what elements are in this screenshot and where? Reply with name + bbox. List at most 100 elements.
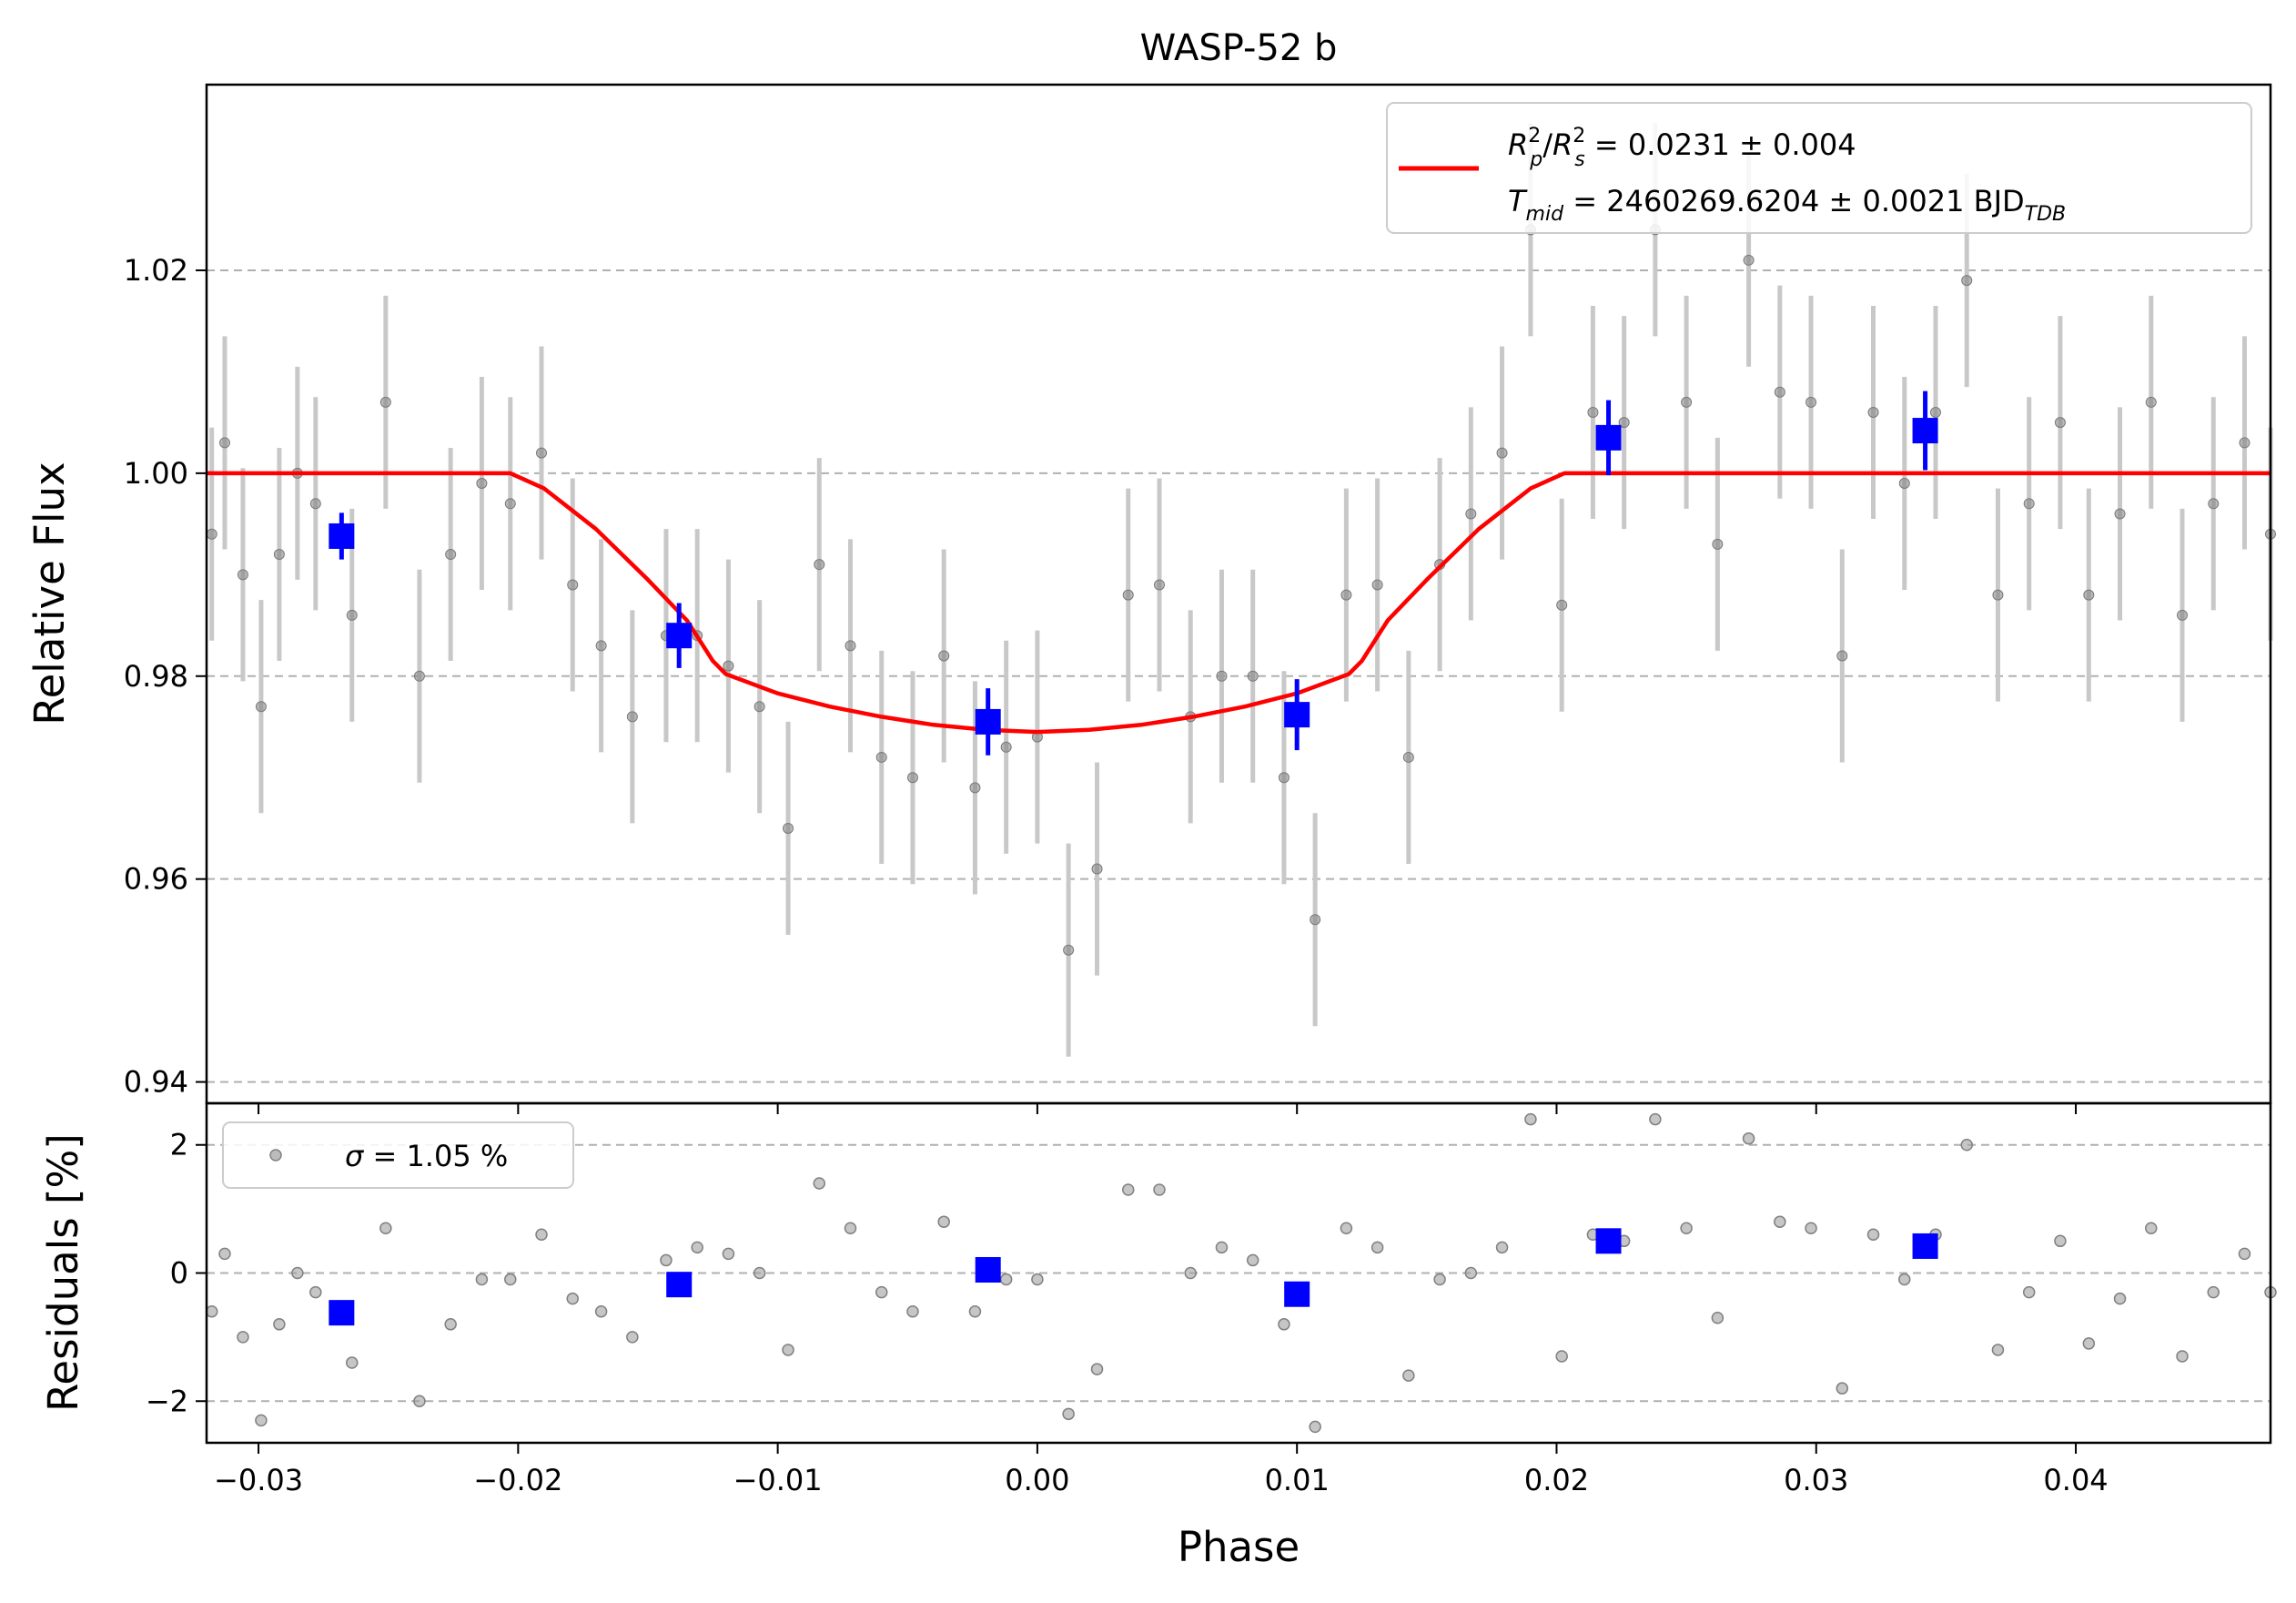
residual-legend: σ = 1.05 % [222, 1121, 574, 1189]
residual-y-ticks: −2 0 2 [146, 1128, 207, 1418]
residual-point [444, 1318, 457, 1331]
residual-y-tick-label: 0 [170, 1256, 188, 1291]
data-point [476, 478, 488, 490]
data-point [1247, 670, 1259, 682]
data-point [1618, 417, 1630, 429]
binned-point [329, 522, 355, 549]
residual-point [566, 1292, 579, 1305]
residual-point [1711, 1312, 1725, 1324]
residual-point [413, 1395, 426, 1408]
residual-point [906, 1304, 919, 1318]
data-point [379, 396, 391, 408]
residual-legend-text: σ = 1.05 % [345, 1139, 508, 1173]
residual-point [782, 1344, 794, 1356]
data-point [567, 579, 579, 591]
main-transit-model [207, 471, 2271, 735]
x-tick-label: 0.04 [2043, 1463, 2108, 1497]
x-tick-label: −0.01 [733, 1463, 823, 1497]
data-point [626, 711, 638, 723]
legend-rp-sub: p [1529, 148, 1542, 171]
binned-point [1912, 418, 1938, 444]
data-point [2177, 609, 2189, 621]
residual-point [1246, 1253, 1259, 1267]
data-point [2083, 589, 2095, 601]
x-tick-label: 0.02 [1524, 1463, 1589, 1497]
residual-point [1742, 1131, 1755, 1145]
residual-point [1836, 1382, 1849, 1395]
data-point [2145, 396, 2157, 408]
main-y-tick-label: 0.94 [124, 1065, 188, 1100]
residual-point [2054, 1234, 2067, 1248]
data-point [206, 528, 217, 540]
x-tick-label: 0.03 [1784, 1463, 1848, 1497]
data-point [413, 670, 425, 682]
binned-point [1284, 702, 1310, 728]
residual-point [1898, 1273, 1911, 1286]
data-point [1587, 406, 1599, 418]
residual-point [1960, 1138, 1973, 1152]
legend-rs-symbol: R [1553, 127, 1573, 162]
x-tick-label: −0.02 [473, 1463, 562, 1497]
residual-x-ticks: −0.03 −0.02 −0.01 0.00 0.01 0.02 0.03 0.04 [214, 1443, 2109, 1497]
main-legend: R2 p/R2 s = 0.0231 ± 0.004 Tmid = 2460269.… [1386, 102, 2252, 234]
residual-point [1184, 1266, 1197, 1280]
residual-point [1805, 1222, 1817, 1234]
binned-residual-point [975, 1256, 1001, 1283]
binned-point [975, 708, 1001, 735]
residual-point [1402, 1369, 1415, 1382]
residual-legend-value: = 1.05 % [363, 1139, 508, 1173]
residual-point [1433, 1273, 1446, 1286]
residual-y-tick-label: 2 [170, 1128, 188, 1162]
data-point [1712, 538, 1724, 550]
residual-point [2145, 1222, 2158, 1234]
binned-residual-point [1912, 1233, 1938, 1259]
data-point [1556, 599, 1568, 611]
residual-point [504, 1273, 517, 1286]
main-binned-points [329, 391, 1938, 756]
data-point [2239, 437, 2250, 449]
residual-point [691, 1241, 703, 1254]
data-point [1496, 447, 1508, 459]
residual-point [1774, 1215, 1786, 1228]
legend-line-tmid: Tmid = 2460269.6204 ± 0.0021 BJDTDB [1508, 184, 2066, 226]
data-point [1961, 275, 1973, 287]
x-tick-label: 0.01 [1265, 1463, 1330, 1497]
binned-residual-point [329, 1300, 355, 1326]
legend-rp-rs-value: = 0.0231 ± 0.004 [1585, 127, 1856, 162]
x-axis-label: Phase [1178, 1523, 1300, 1571]
legend-tmid-value: = 2460269.6204 ± 0.0021 BJD [1563, 184, 2025, 218]
data-point [504, 498, 516, 510]
residual-point [1278, 1318, 1290, 1331]
legend-rs-sup: 2 [1573, 125, 1585, 147]
chart-title: WASP-52 b [1140, 27, 1338, 69]
data-point [1867, 406, 1879, 418]
x-tick-label: −0.03 [214, 1463, 303, 1497]
residual-point [535, 1228, 548, 1242]
main-y-ticks: 0.94 0.96 0.98 1.00 1.02 [124, 253, 2078, 1114]
residual-point [2113, 1292, 2127, 1305]
legend-tdb-sub: TDB [2025, 203, 2066, 226]
data-point [1340, 589, 1352, 601]
residual-point [309, 1285, 322, 1299]
residual-legend-sigma: σ [345, 1139, 365, 1173]
legend-t-symbol: T [1508, 184, 1528, 218]
data-point [1153, 579, 1165, 591]
residual-point [218, 1247, 231, 1261]
residual-point [1649, 1112, 1662, 1126]
data-point [255, 701, 267, 713]
binned-residual-point [1595, 1228, 1622, 1254]
binned-residual-point [1284, 1281, 1310, 1307]
residual-point [291, 1266, 304, 1280]
main-y-tick-label: 0.98 [124, 659, 188, 694]
data-point [2114, 508, 2126, 520]
legend-rs-sub: s [1574, 148, 1584, 171]
data-point [2054, 417, 2066, 429]
data-point [1310, 914, 1321, 926]
residual-point [1464, 1266, 1478, 1280]
data-point [1929, 406, 1941, 418]
residual-point [2207, 1285, 2220, 1299]
residual-point [875, 1285, 888, 1299]
data-point [906, 772, 918, 784]
